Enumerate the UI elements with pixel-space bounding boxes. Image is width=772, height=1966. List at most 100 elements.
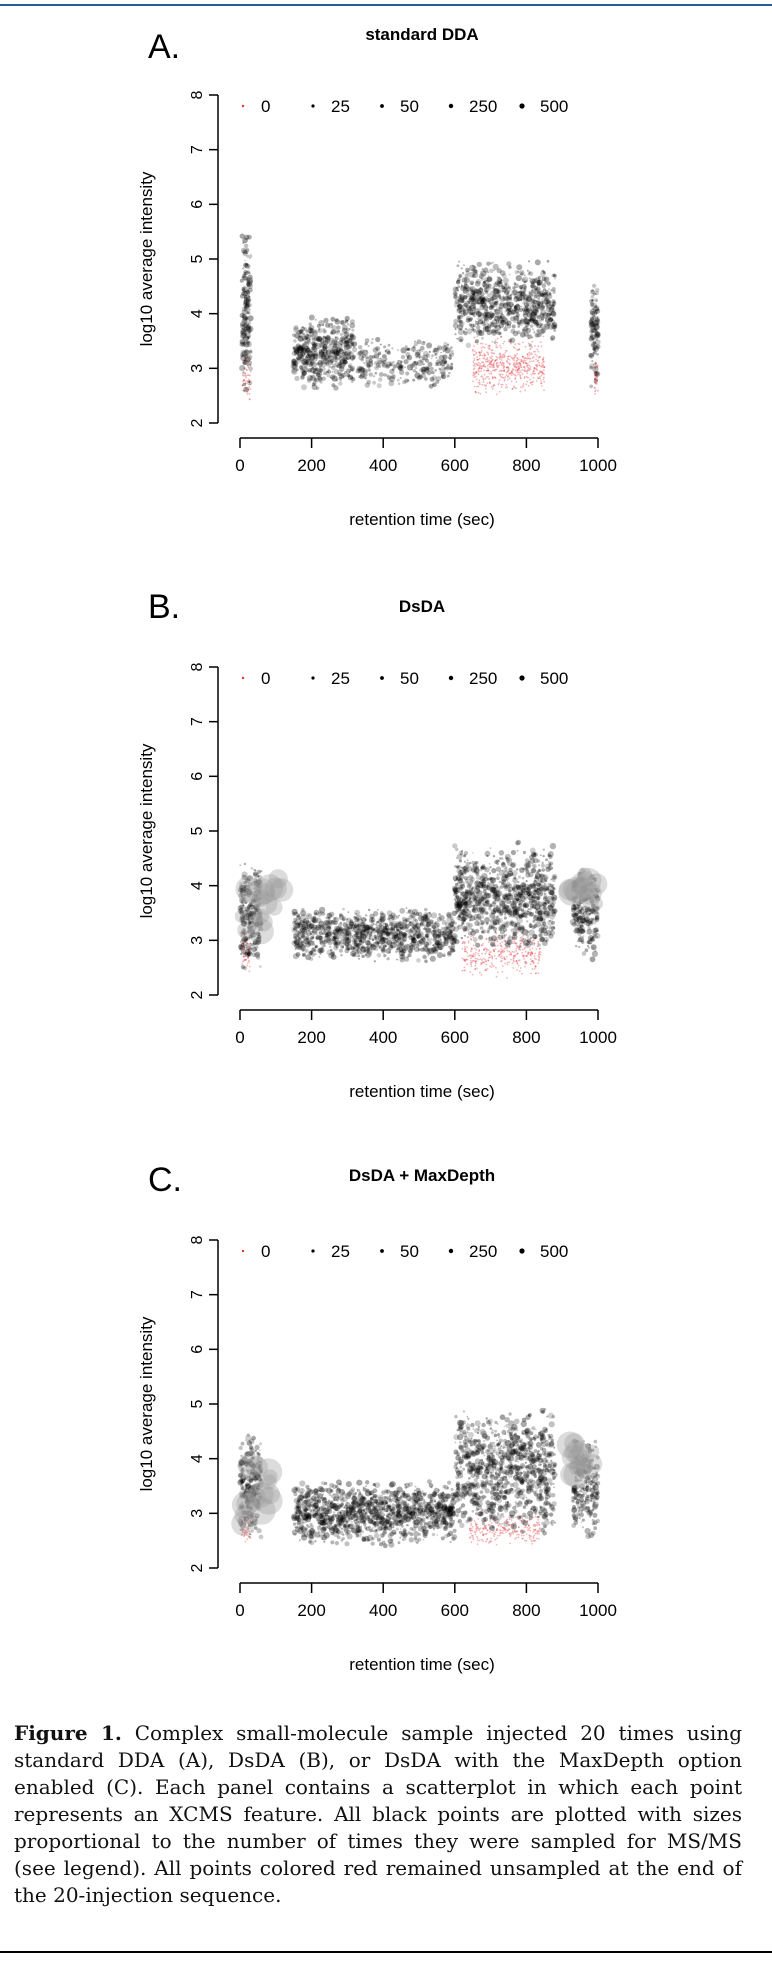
data-point — [374, 371, 378, 375]
data-point — [315, 945, 318, 948]
data-point — [296, 345, 303, 352]
data-point — [308, 331, 315, 337]
data-point — [423, 350, 429, 357]
data-point — [524, 389, 526, 392]
data-point — [520, 366, 522, 368]
data-point — [487, 271, 490, 274]
data-point — [243, 262, 249, 268]
data-point — [476, 335, 479, 338]
data-point — [429, 919, 434, 924]
data-point — [418, 915, 425, 922]
data-point — [342, 360, 348, 365]
data-point — [315, 386, 320, 391]
data-point — [474, 968, 477, 971]
data-point — [549, 314, 552, 316]
data-point — [466, 958, 469, 961]
data-point — [458, 296, 465, 303]
data-point — [528, 364, 531, 367]
data-point — [339, 374, 345, 380]
data-point — [332, 343, 338, 348]
data-point — [517, 365, 519, 368]
data-point — [459, 338, 462, 342]
data-point — [464, 889, 469, 894]
data-point — [538, 288, 540, 291]
data-point — [490, 323, 495, 328]
data-point — [448, 353, 452, 357]
data-point — [492, 297, 499, 304]
data-point — [588, 353, 595, 359]
data-point — [431, 375, 438, 381]
data-point — [313, 949, 317, 953]
data-point — [311, 936, 314, 939]
data-point — [255, 955, 261, 960]
data-point — [493, 950, 495, 953]
data-point — [468, 300, 472, 304]
data-point — [247, 326, 251, 330]
data-point — [540, 292, 546, 298]
data-point — [297, 347, 304, 354]
data-point — [482, 949, 485, 951]
data-point — [243, 307, 249, 312]
data-point — [487, 928, 491, 932]
data-point — [336, 933, 339, 935]
data-point — [313, 329, 318, 334]
data-point — [315, 354, 318, 357]
data-point — [543, 894, 548, 899]
data-point — [502, 951, 505, 954]
data-point — [473, 288, 479, 294]
data-point — [543, 380, 546, 383]
data-point — [368, 358, 373, 363]
data-point — [474, 965, 477, 967]
data-point — [397, 921, 403, 927]
data-point — [318, 320, 325, 327]
data-point — [526, 300, 532, 307]
data-point — [477, 367, 480, 370]
data-point — [249, 942, 252, 945]
data-point — [241, 286, 248, 293]
data-point — [301, 948, 305, 952]
data-point — [331, 937, 337, 942]
data-point — [356, 942, 362, 948]
data-point — [537, 332, 542, 338]
data-point — [358, 940, 363, 946]
data-point — [411, 362, 416, 367]
data-point — [525, 319, 531, 325]
x-tick-label: 200 — [297, 456, 325, 475]
data-point — [351, 328, 355, 332]
data-point — [357, 937, 363, 943]
data-point — [308, 923, 314, 929]
data-point — [505, 384, 508, 386]
data-point — [522, 366, 525, 368]
data-point — [470, 948, 473, 951]
data-point — [520, 318, 524, 322]
data-point — [240, 327, 246, 334]
data-point — [531, 952, 533, 954]
data-point — [467, 317, 473, 322]
data-point — [542, 271, 546, 275]
data-point — [479, 370, 482, 372]
data-point — [521, 276, 529, 283]
data-point — [473, 345, 475, 347]
data-point — [311, 384, 318, 391]
data-point — [405, 919, 408, 922]
data-point — [472, 959, 475, 962]
data-point — [420, 936, 425, 941]
data-point — [511, 303, 514, 306]
data-point — [463, 285, 468, 290]
data-point — [469, 294, 476, 302]
data-point — [361, 917, 367, 923]
data-point — [310, 334, 314, 338]
data-point — [540, 323, 544, 326]
data-point — [538, 361, 540, 364]
data-point — [402, 380, 407, 385]
data-point — [445, 366, 450, 371]
data-point — [365, 925, 369, 929]
data-point — [456, 316, 461, 320]
data-point — [346, 357, 349, 360]
data-point — [377, 940, 381, 944]
data-point — [386, 957, 390, 961]
data-point — [472, 368, 475, 371]
data-point — [463, 959, 466, 962]
data-point — [356, 932, 358, 935]
data-point — [463, 950, 466, 952]
